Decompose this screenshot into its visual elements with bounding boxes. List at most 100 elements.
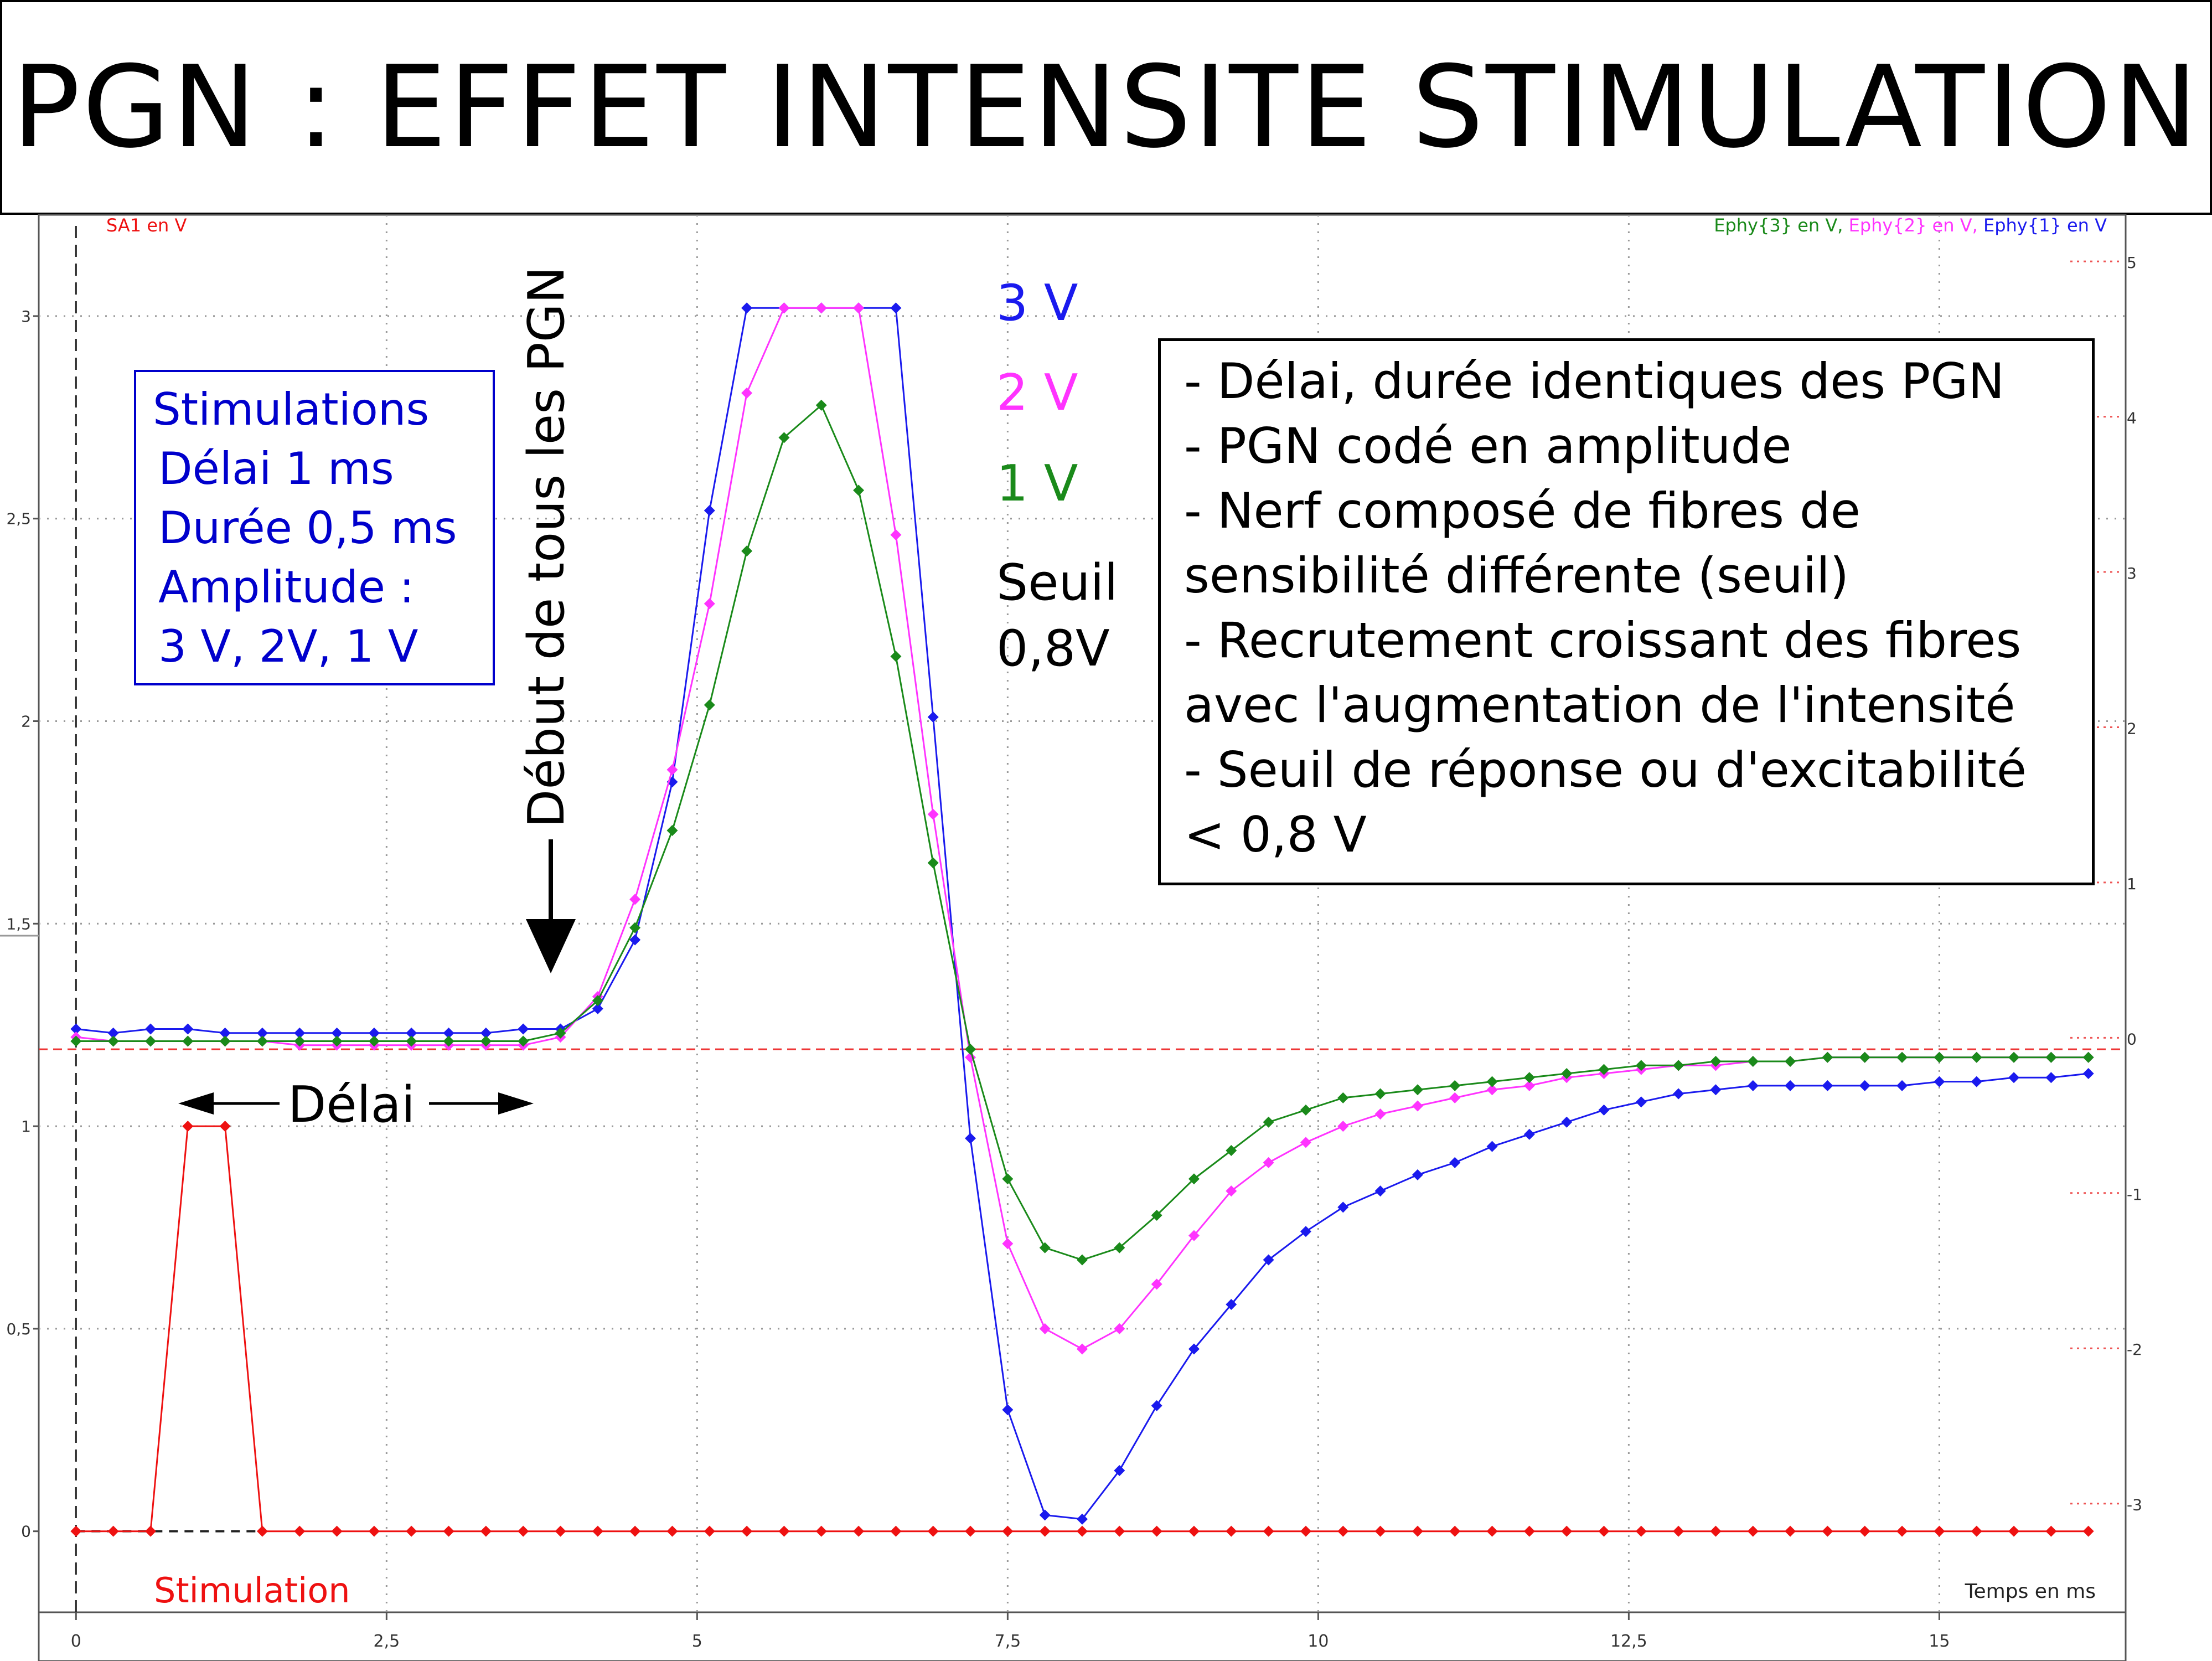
data-point: [144, 1023, 156, 1035]
label-3v: 3 V: [996, 274, 1078, 332]
data-point: [629, 1525, 641, 1537]
data-point: [1151, 1210, 1162, 1221]
data-point: [1114, 1323, 1125, 1334]
data-point: [406, 1027, 417, 1039]
data-point: [1673, 1088, 1684, 1100]
data-point: [1598, 1525, 1610, 1537]
data-point: [331, 1027, 343, 1039]
data-point: [1374, 1088, 1386, 1100]
data-point: [666, 764, 678, 776]
x-tick-label: 10: [1307, 1632, 1329, 1651]
data-point: [1337, 1121, 1349, 1132]
annotations: [178, 839, 576, 1115]
stim-line: Délai 1 ms: [158, 443, 394, 494]
data-point: [480, 1525, 492, 1537]
stimulation-info-box: Stimulations Délai 1 ms Durée 0,5 ms Amp…: [134, 370, 495, 685]
data-point: [1747, 1525, 1759, 1537]
y-left-tick-label: 3: [21, 307, 31, 326]
data-point: [778, 432, 790, 443]
data-point: [592, 1525, 603, 1537]
data-point: [1785, 1056, 1796, 1067]
data-point: [1486, 1141, 1498, 1152]
data-point: [1486, 1525, 1498, 1537]
data-point: [741, 387, 753, 399]
stim-line: Durée 0,5 ms: [158, 502, 457, 554]
y-right-axis-label-part: Ephy{3} en V,: [1714, 215, 1848, 236]
data-point: [927, 1525, 939, 1537]
data-point: [368, 1525, 380, 1537]
data-point: [1226, 1144, 1237, 1156]
data-point: [1188, 1230, 1200, 1241]
data-point: [518, 1035, 529, 1047]
y-left-tick-label: 2: [21, 712, 31, 730]
data-point: [1859, 1051, 1870, 1063]
data-point: [1449, 1092, 1461, 1103]
data-point: [1822, 1051, 1833, 1063]
label-1v: 1 V: [996, 455, 1078, 513]
data-point: [1077, 1525, 1088, 1537]
data-point: [1635, 1096, 1647, 1108]
data-point: [1077, 1343, 1088, 1355]
data-point: [294, 1035, 306, 1047]
data-point: [1337, 1092, 1349, 1103]
data-point: [1822, 1080, 1833, 1091]
data-point: [890, 651, 902, 662]
data-point: [144, 1525, 156, 1537]
data-point: [1412, 1100, 1423, 1112]
data-point: [1151, 1400, 1162, 1411]
data-point: [256, 1525, 268, 1537]
data-point: [1300, 1226, 1311, 1237]
data-point: [1300, 1137, 1311, 1148]
data-point: [592, 995, 603, 1007]
data-point: [1039, 1525, 1051, 1537]
data-point: [1337, 1525, 1349, 1537]
y-right-tick-label: -2: [2127, 1340, 2142, 1359]
data-point: [443, 1525, 454, 1537]
y-left-axis-label: SA1 en V: [106, 215, 187, 236]
data-point: [853, 1525, 865, 1537]
data-point: [182, 1121, 194, 1132]
data-point: [406, 1035, 417, 1047]
data-point: [1859, 1080, 1870, 1091]
data-point: [1114, 1464, 1125, 1476]
y-right-axis-label: Ephy{3} en V, Ephy{2} en V, Ephy{1} en V: [1714, 215, 2107, 236]
data-point: [1412, 1525, 1423, 1537]
y-right-axis-label-part: Ephy{2} en V,: [1849, 215, 1983, 236]
data-point: [965, 1525, 976, 1537]
data-point: [1523, 1080, 1535, 1091]
data-point: [1300, 1525, 1311, 1537]
label-2v: 2 V: [996, 364, 1078, 422]
data-point: [1374, 1185, 1386, 1197]
x-axis-label: Temps en ms: [1965, 1580, 2096, 1603]
data-point: [1598, 1104, 1610, 1116]
data-point: [1523, 1072, 1535, 1084]
data-point: [1151, 1278, 1162, 1290]
stim-line: 3 V, 2V, 1 V: [158, 621, 418, 672]
data-point: [1300, 1104, 1311, 1116]
data-point: [1971, 1525, 1982, 1537]
data-point: [294, 1027, 306, 1039]
data-point: [778, 1525, 790, 1537]
info-line: avec l'augmentation de l'intensité: [1184, 677, 2015, 734]
data-point: [965, 1044, 976, 1055]
data-point: [2045, 1051, 2057, 1063]
data-point: [1785, 1080, 1796, 1091]
page-title: PGN : EFFET INTENSITE STIMULATION: [12, 42, 2200, 173]
data-point: [1971, 1076, 1982, 1087]
data-point: [107, 1027, 119, 1039]
data-point: [1635, 1060, 1647, 1071]
data-point: [1449, 1525, 1461, 1537]
data-point: [70, 1035, 82, 1047]
data-point: [629, 894, 641, 905]
data-point: [480, 1035, 492, 1047]
data-point: [518, 1023, 529, 1035]
data-point: [1263, 1116, 1274, 1128]
data-point: [1449, 1080, 1461, 1091]
data-point: [1747, 1080, 1759, 1091]
data-point: [1077, 1254, 1088, 1266]
data-point: [1561, 1525, 1573, 1537]
data-point: [368, 1035, 380, 1047]
data-point: [1263, 1254, 1274, 1266]
data-point: [815, 399, 827, 411]
y-right-tick-label: 3: [2127, 564, 2137, 582]
